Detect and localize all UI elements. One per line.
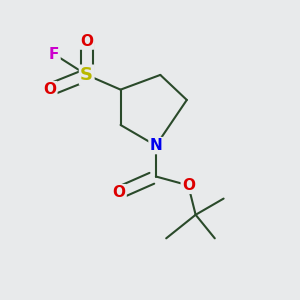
Text: S: S xyxy=(80,66,93,84)
Text: O: O xyxy=(182,178,195,193)
Text: O: O xyxy=(112,185,126,200)
Text: O: O xyxy=(44,82,56,97)
Text: O: O xyxy=(80,34,93,49)
Text: F: F xyxy=(49,47,59,62)
Text: N: N xyxy=(149,138,162,153)
